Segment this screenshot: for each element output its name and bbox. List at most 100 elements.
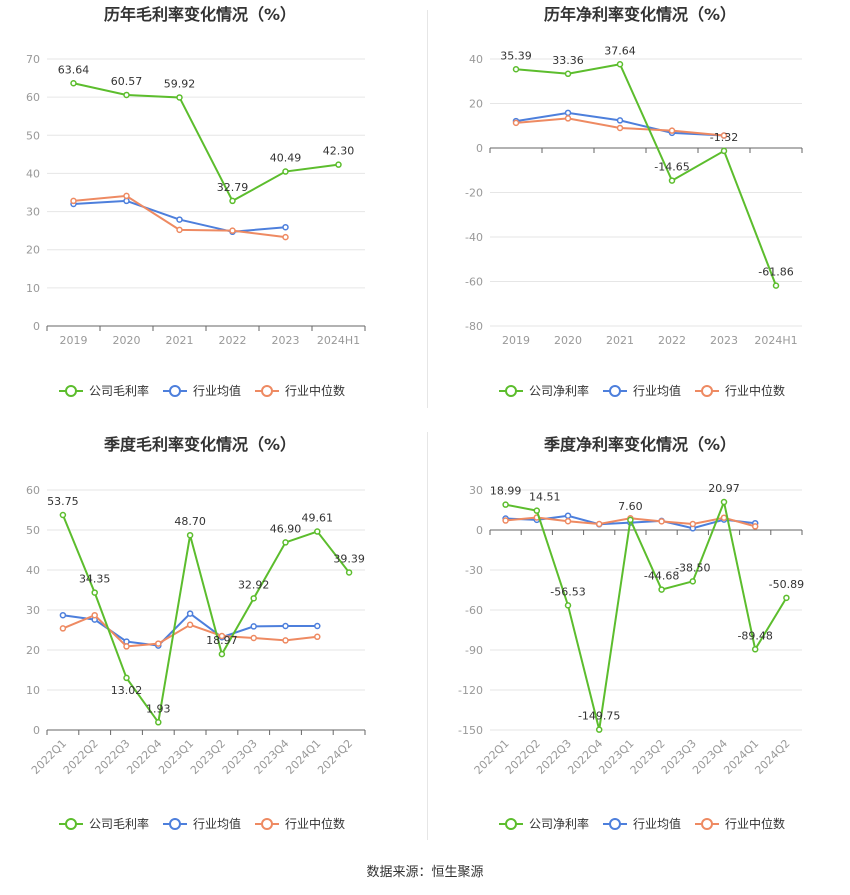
data-point-company [282, 539, 289, 546]
y-tick-label: 50 [26, 524, 40, 537]
legend-label: 行业均值 [633, 383, 681, 398]
chart-panel-1: 历年毛利率变化情况（%） 0 10 20 30 40 50 60 70 2019 2020 2021 2… [26, 5, 366, 398]
data-point-company [720, 147, 728, 155]
vertical-divider-bottom [427, 432, 428, 840]
data-point-median [59, 625, 67, 632]
y-tick-label: -80 [465, 320, 483, 333]
data-label: 18.97 [206, 634, 238, 647]
y-tick-label: -150 [458, 724, 483, 737]
data-label: 34.35 [79, 573, 111, 586]
data-point-median [282, 233, 289, 241]
x-tick-label: 2024Q2 [315, 737, 355, 777]
y-tick-label: 50 [26, 129, 40, 142]
legend-item-company: 公司净利率 [499, 383, 589, 398]
data-point-median [314, 633, 321, 641]
data-point-company [564, 70, 572, 78]
chart-title: 季度毛利率变化情况（%） [103, 435, 296, 454]
data-label: -1.32 [710, 131, 738, 144]
legend-swatch-marker [169, 818, 181, 830]
data-point-avg [176, 216, 183, 223]
data-point-avg [186, 610, 194, 617]
data-point-median [186, 621, 194, 629]
data-point-company [314, 528, 321, 535]
data-label: 33.36 [552, 54, 584, 67]
data-label: -38.50 [675, 561, 710, 574]
data-label: 32.79 [217, 181, 249, 194]
data-point-avg [616, 117, 624, 124]
x-tick-label: 2022 [219, 334, 247, 347]
data-point-company [155, 719, 162, 726]
data-point-median [282, 637, 289, 644]
data-label: 14.51 [529, 491, 561, 504]
series-line-company [73, 82, 339, 203]
legend-swatch-marker [65, 385, 77, 397]
data-label: -44.68 [644, 570, 679, 583]
legend-item-median: 行业中位数 [255, 383, 345, 398]
legend-label: 行业均值 [193, 816, 241, 831]
data-point-company [751, 646, 759, 653]
data-point-avg [282, 223, 289, 231]
data-point-company [250, 595, 257, 602]
y-tick-label: 60 [26, 484, 40, 497]
data-point-company [335, 161, 342, 168]
data-point-company [176, 94, 183, 101]
data-point-median [564, 115, 572, 122]
y-tick-label: 30 [26, 206, 40, 219]
data-point-company [186, 531, 194, 539]
y-tick-label: 20 [469, 98, 483, 111]
data-point-median [689, 520, 697, 528]
vertical-divider-top [427, 10, 428, 408]
data-label: 53.75 [47, 495, 79, 508]
y-tick-label: 30 [469, 484, 483, 497]
legend: 公司毛利率 行业均值 行业中位数 [59, 383, 345, 398]
data-label: 13.02 [111, 684, 143, 697]
data-point-company [668, 177, 676, 184]
legend-item-median: 行业中位数 [695, 816, 785, 831]
chart-panel-2: 历年净利率变化情况（%） -80 -60 -40 -20 0 20 40 2019 2020 202… [465, 5, 803, 398]
data-point-company [772, 282, 780, 289]
x-tick-label: 2019 [60, 334, 88, 347]
x-tick-label: 2020 [554, 334, 582, 347]
data-point-company [229, 197, 236, 205]
data-point-company [658, 586, 665, 593]
data-label: -56.53 [550, 585, 585, 598]
data-label: 35.39 [500, 49, 532, 62]
data-label: 49.61 [302, 512, 334, 525]
y-tick-label: -40 [465, 231, 483, 244]
x-tick-label: 2024Q2 [752, 737, 792, 777]
data-label: 32.92 [238, 578, 270, 591]
series-line-company [61, 514, 350, 725]
data-point-median [564, 517, 572, 525]
y-tick-label: 40 [469, 53, 483, 66]
data-point-median [502, 517, 509, 524]
series-line-company [515, 63, 777, 286]
data-label: 40.49 [270, 152, 302, 165]
y-tick-label: 20 [26, 244, 40, 257]
data-point-company [70, 80, 77, 87]
data-point-median [751, 523, 759, 530]
y-tick-label: 40 [26, 564, 40, 577]
data-label: -14.65 [654, 161, 689, 174]
legend-label: 公司毛利率 [89, 816, 149, 831]
legend-swatch-marker [65, 818, 77, 830]
chart-panel-4: 季度净利率变化情况（%）-150-120-90-60-300302022Q120… [458, 435, 804, 831]
data-point-company [616, 61, 624, 68]
y-tick-label: 0 [33, 724, 40, 737]
legend-label: 行业中位数 [285, 816, 345, 831]
chart-title: 历年毛利率变化情况（%） [104, 5, 296, 24]
series-line-company [505, 498, 788, 730]
data-point-company [123, 91, 130, 99]
chart-panel-3: 季度毛利率变化情况（%）01020304050602022Q12022Q2202… [26, 435, 366, 831]
x-tick-label: 2019 [502, 334, 530, 347]
legend-swatch-marker [261, 818, 273, 830]
data-point-avg [250, 623, 257, 630]
data-point-median [668, 127, 676, 134]
data-point-avg [564, 109, 572, 117]
data-label: 18.99 [490, 485, 522, 498]
data-point-median [91, 611, 98, 619]
data-point-median [229, 227, 236, 234]
data-point-median [720, 132, 728, 139]
data-point-company [218, 650, 226, 658]
legend-item-company: 公司净利率 [499, 816, 589, 831]
